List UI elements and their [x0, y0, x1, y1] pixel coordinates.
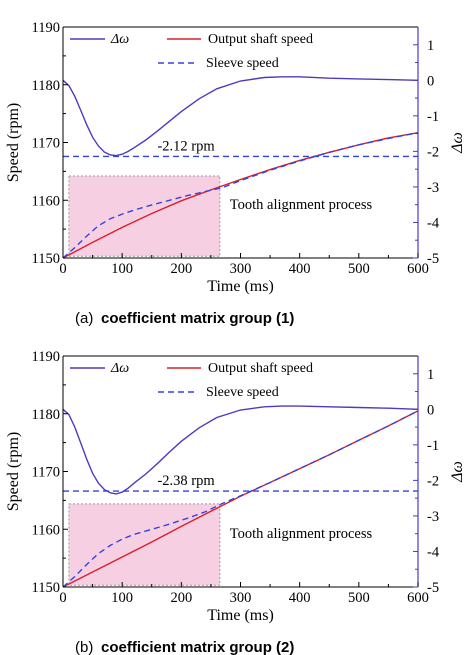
- x-tick-label: 400: [289, 261, 311, 277]
- x-tick-label: 300: [230, 590, 252, 606]
- legend-label-output: Output shaft speed: [208, 32, 313, 47]
- y-tick-label: 1170: [32, 465, 60, 481]
- y2-axis-label: Δω: [449, 132, 466, 154]
- x-tick-label: 500: [348, 590, 370, 606]
- series-line-sleeve-speed: [62, 410, 419, 588]
- y-axis-label: Speed (rpm): [5, 103, 22, 183]
- x-tick-label: 500: [348, 261, 370, 277]
- y2-tick-label: -1: [427, 109, 439, 125]
- x-tick-label: 200: [170, 590, 192, 606]
- x-tick-label: 100: [111, 590, 133, 606]
- y-tick-label: 1150: [32, 580, 60, 596]
- y-tick-label: 1180: [32, 407, 60, 423]
- region-annotation: Tooth alignment process: [230, 526, 373, 542]
- x-tick-label: 0: [59, 590, 66, 606]
- y2-tick-label: -4: [427, 215, 440, 231]
- y-tick-label: 1160: [32, 193, 60, 209]
- x-axis-label: Time (ms): [207, 278, 274, 295]
- y2-tick-label: -3: [427, 180, 439, 196]
- y-tick-label: 1180: [32, 78, 60, 94]
- y-tick-label: 1160: [32, 522, 60, 538]
- delta-annotation: -2.12 rpm: [157, 138, 215, 154]
- x-tick-label: 400: [289, 590, 311, 606]
- y2-tick-label: 1: [427, 367, 434, 383]
- y-tick-label: 1170: [32, 136, 60, 152]
- delta-annotation: -2.38 rpm: [157, 473, 215, 489]
- x-tick-label: 600: [407, 261, 429, 277]
- series-line-sleeve-speed: [62, 132, 419, 259]
- caption-prefix: (a): [75, 310, 93, 327]
- x-axis-label: Time (ms): [207, 607, 274, 624]
- y2-tick-label: -3: [427, 509, 439, 525]
- caption-title: coefficient matrix group (1): [101, 310, 294, 327]
- y2-tick-label: -2: [427, 473, 439, 489]
- y-tick-label: 1150: [32, 251, 60, 267]
- series-line-: [62, 405, 419, 495]
- x-tick-label: 200: [170, 261, 192, 277]
- y-tick-label: 1190: [32, 349, 60, 365]
- y2-tick-label: 1: [427, 38, 434, 54]
- y2-tick-label: -2: [427, 144, 439, 160]
- caption-prefix: (b): [75, 639, 93, 655]
- x-tick-label: 300: [230, 261, 252, 277]
- y2-axis-label: Δω: [449, 461, 466, 483]
- region-annotation: Tooth alignment process: [230, 197, 373, 213]
- y-tick-label: 1190: [32, 20, 60, 36]
- y2-tick-label: -5: [427, 251, 439, 267]
- y-axis-label: Speed (rpm): [5, 432, 22, 512]
- y2-tick-label: 0: [427, 402, 434, 418]
- y2-tick-label: -5: [427, 580, 439, 596]
- legend-label-sleeve: Sleeve speed: [206, 385, 279, 400]
- caption-title: coefficient matrix group (2): [101, 639, 294, 655]
- y2-tick-label: -1: [427, 438, 439, 454]
- legend-label-omega: Δω: [110, 361, 129, 376]
- series-line-: [62, 76, 419, 157]
- chart-panel-2: 0 100 200 300 400 500 600 1150 1160 1170 1180 1190 -…: [5, 349, 466, 655]
- legend-label-omega: Δω: [110, 32, 129, 47]
- chart-panel-1: 0 100 200 300 400 500 600 1150 1160 1170 1180 1190 -…: [5, 20, 466, 327]
- x-tick-label: 0: [59, 261, 66, 277]
- legend-label-sleeve: Sleeve speed: [206, 56, 279, 71]
- x-tick-label: 100: [111, 261, 133, 277]
- y2-tick-label: -4: [427, 544, 440, 560]
- legend-label-output: Output shaft speed: [208, 361, 313, 376]
- shaded-region: [68, 175, 221, 257]
- x-tick-label: 600: [407, 590, 429, 606]
- y2-tick-label: 0: [427, 73, 434, 89]
